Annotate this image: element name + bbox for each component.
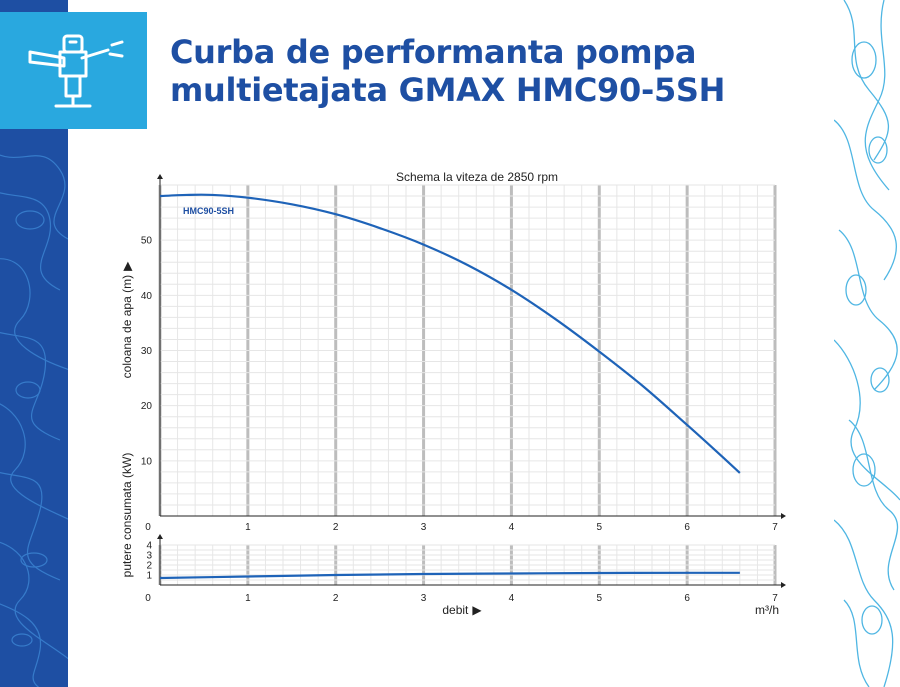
x-axis-unit: m³/h: [755, 603, 779, 617]
x-tick-label: 2: [333, 593, 339, 604]
x-axis-title-text: debit: [442, 603, 469, 617]
chart-title: Schema la viteza de 2850 rpm: [396, 170, 558, 184]
power-curve-group: [159, 571, 740, 580]
x-tick-label: 1: [245, 522, 251, 533]
x-axis-arrowhead: [781, 513, 786, 519]
x-axis-title: debit ▶: [442, 603, 482, 617]
sprinkler-pump-icon: [28, 34, 124, 108]
main-chart-ticks: 0 1 2 3 4 5 6 7 10 20 30 40 50: [141, 236, 778, 533]
y-axis-title-head: coloana de apa (m) ▶: [120, 261, 134, 378]
x-tick-label: 4: [509, 593, 515, 604]
y-tick-label: 50: [141, 236, 153, 247]
y-axis-title-head-text: coloana de apa (m): [120, 275, 134, 378]
y-tick-label: 4: [146, 541, 152, 552]
y-tick-label: 1: [146, 571, 152, 582]
x-axis-arrowhead: [781, 582, 786, 588]
y-tick-label: 20: [141, 401, 153, 412]
x-tick-label: 1: [245, 593, 251, 604]
x-tick-label: 7: [772, 593, 778, 604]
main-chart-grid: [157, 174, 786, 519]
x-tick-label: 6: [684, 522, 690, 533]
y-axis-title-power: putere consumata (kW): [120, 453, 134, 578]
power-chart-grid: [157, 534, 786, 588]
head-curve-group: [159, 193, 741, 474]
y-tick-label: 40: [141, 291, 153, 302]
left-contour-pattern: [0, 154, 68, 687]
title-line-1: Curba de performanta pompa: [170, 33, 697, 71]
x-tick-label: 5: [597, 593, 603, 604]
x-tick-label: 6: [684, 593, 690, 604]
x-tick-label: 5: [597, 522, 603, 533]
logo-box: [0, 12, 147, 129]
x-tick-label: 0: [145, 593, 151, 604]
x-tick-label: 3: [421, 522, 427, 533]
y-tick-label: 10: [141, 456, 153, 467]
y-tick-label: 2: [146, 561, 152, 572]
head-curve-line: [159, 193, 741, 474]
x-tick-label: 3: [421, 593, 427, 604]
right-contour-pattern: [834, 0, 900, 687]
x-axis-arrow-icon: ▶: [472, 603, 482, 617]
y-axis-arrow-icon: ▶: [120, 261, 134, 271]
power-curve-line: [159, 571, 740, 580]
title-line-2: multietajata GMAX HMC90-5SH: [170, 71, 726, 109]
series-label-hmc90-5sh: HMC90-5SH: [183, 206, 234, 216]
y-tick-label: 30: [141, 346, 153, 357]
y-axis-arrowhead: [157, 174, 163, 179]
x-tick-label: 2: [333, 522, 339, 533]
x-tick-label: 7: [772, 522, 778, 533]
x-tick-label: 4: [509, 522, 515, 533]
y-axis-arrowhead: [157, 534, 163, 539]
y-tick-label: 3: [146, 551, 152, 562]
x-tick-label: 0: [145, 522, 151, 533]
right-decorative-band: [834, 0, 900, 687]
page-title: Curba de performanta pompa multietajata …: [170, 33, 810, 109]
